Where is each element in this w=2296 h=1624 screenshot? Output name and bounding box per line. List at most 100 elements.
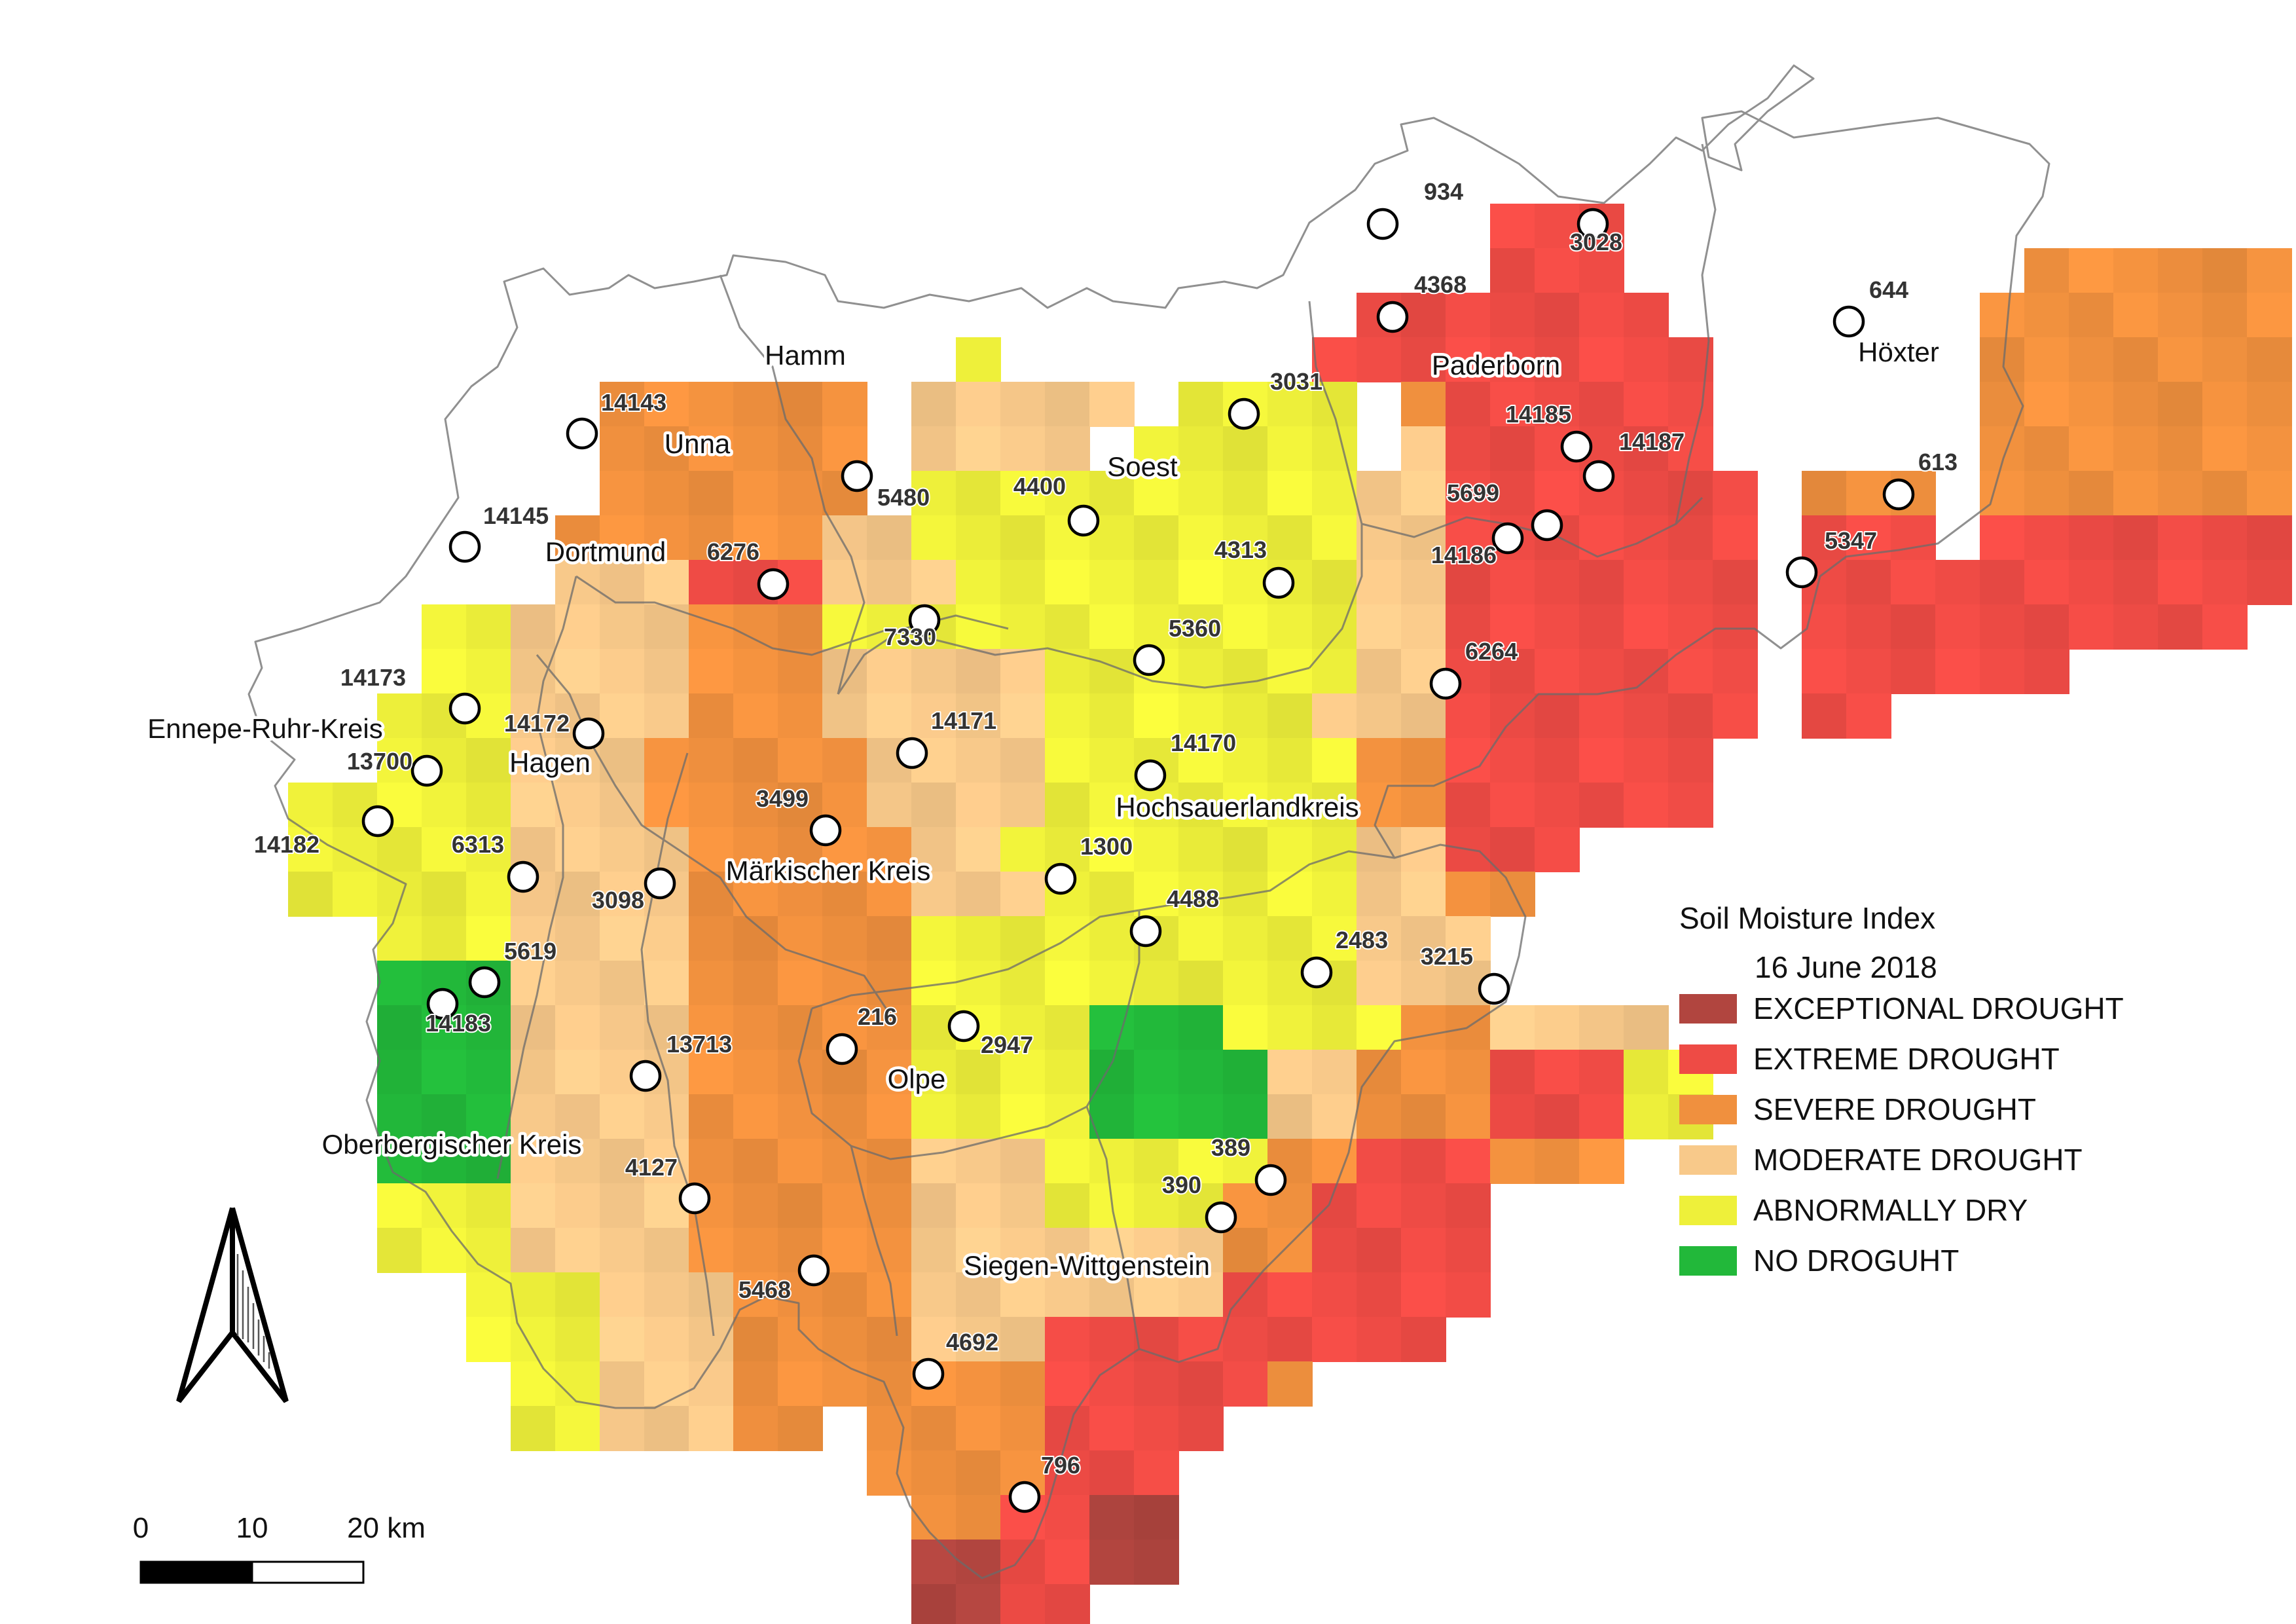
station-circle-icon[interactable] xyxy=(1134,759,1167,792)
station-circle-icon[interactable] xyxy=(1376,301,1409,333)
station-marker-4368[interactable]: 4368 xyxy=(1376,270,1468,333)
station-marker-4400[interactable]: 4400 xyxy=(1012,471,1100,537)
station-circle-icon[interactable] xyxy=(629,1060,662,1092)
grid-cell xyxy=(1624,382,1669,427)
station-circle-icon[interactable] xyxy=(841,460,873,492)
station-marker-1300[interactable]: 1300 xyxy=(1044,832,1134,895)
station-marker-14182[interactable]: 14182 xyxy=(253,805,394,859)
station-marker-5699[interactable]: 5699 xyxy=(1446,478,1524,555)
station-marker-4692[interactable]: 4692 xyxy=(912,1327,1000,1390)
station-marker-14173[interactable]: 14173 xyxy=(339,663,481,725)
station-marker-613[interactable]: 613 xyxy=(1882,447,1959,511)
station-circle-icon[interactable] xyxy=(644,867,676,900)
station-circle-icon[interactable] xyxy=(1491,522,1524,555)
station-circle-icon[interactable] xyxy=(809,814,842,847)
station-circle-icon[interactable] xyxy=(1785,556,1818,589)
station-marker-644[interactable]: 644 xyxy=(1832,275,1910,338)
station-circle-icon[interactable] xyxy=(826,1033,858,1065)
station-circle-icon[interactable] xyxy=(1228,397,1260,430)
station-circle-icon[interactable] xyxy=(1478,972,1510,1005)
station-markers: 934 3028 4368 644 3031 14143 14185 14187 613 5480… xyxy=(253,177,1959,1513)
grid-cell xyxy=(911,649,957,694)
station-marker-14172[interactable]: 14172 xyxy=(503,709,605,750)
station-circle-icon[interactable] xyxy=(1560,430,1593,463)
station-marker-14183[interactable]: 14183 xyxy=(424,987,492,1038)
station-marker-216[interactable]: 216 xyxy=(826,1002,898,1065)
station-marker-3031[interactable]: 3031 xyxy=(1228,367,1324,430)
station-label: 1300 xyxy=(1080,833,1133,860)
station-marker-4127[interactable]: 4127 xyxy=(624,1153,711,1215)
station-circle-icon[interactable] xyxy=(1008,1481,1041,1513)
station-marker-13700[interactable]: 13700 xyxy=(346,747,443,787)
station-marker-3028[interactable]: 3028 xyxy=(1569,208,1624,257)
grid-cell xyxy=(1713,471,1758,516)
station-marker-6276[interactable]: 6276 xyxy=(706,537,790,600)
station-marker-5360[interactable]: 5360 xyxy=(1133,614,1222,676)
station-circle-icon[interactable] xyxy=(947,1010,980,1043)
station-marker-3215[interactable]: 3215 xyxy=(1419,942,1510,1005)
station-circle-icon[interactable] xyxy=(361,805,394,838)
station-circle-icon[interactable] xyxy=(757,568,790,600)
station-marker-390[interactable]: 390 xyxy=(1161,1170,1237,1234)
station-circle-icon[interactable] xyxy=(1582,460,1615,492)
grid-cell xyxy=(2113,560,2159,605)
station-circle-icon[interactable] xyxy=(1205,1201,1237,1234)
station-marker-3098[interactable]: 3098 xyxy=(591,867,676,915)
station-marker-5468[interactable]: 5468 xyxy=(737,1254,830,1304)
grid-cell xyxy=(733,1183,778,1228)
station-circle-icon[interactable] xyxy=(1067,504,1100,537)
station-marker-6313[interactable]: 6313 xyxy=(450,830,539,893)
station-circle-icon[interactable] xyxy=(1254,1164,1287,1196)
station-circle-icon[interactable] xyxy=(678,1182,711,1215)
station-marker-5347[interactable]: 5347 xyxy=(1785,526,1878,589)
station-marker-6264[interactable]: 6264 xyxy=(1429,637,1519,700)
station-marker-2483[interactable]: 2483 xyxy=(1300,925,1389,989)
grid-cell xyxy=(1446,1094,1491,1139)
grid-cell xyxy=(1223,604,1268,650)
station-circle-icon[interactable] xyxy=(426,987,459,1020)
station-marker-14145[interactable]: 14145 xyxy=(448,501,550,563)
station-circle-icon[interactable] xyxy=(1531,509,1563,542)
station-circle-icon[interactable] xyxy=(468,966,501,999)
station-circle-icon[interactable] xyxy=(908,604,941,637)
station-circle-icon[interactable] xyxy=(1366,208,1399,240)
station-marker-14185[interactable]: 14185 xyxy=(1504,399,1593,463)
station-circle-icon[interactable] xyxy=(1882,478,1915,511)
station-marker-4313[interactable]: 4313 xyxy=(1213,535,1295,599)
station-circle-icon[interactable] xyxy=(1429,667,1462,700)
station-circle-icon[interactable] xyxy=(896,737,928,769)
station-marker-14143[interactable]: 14143 xyxy=(566,388,668,450)
station-marker-5619[interactable]: 5619 xyxy=(468,936,558,999)
station-circle-icon[interactable] xyxy=(448,530,481,563)
station-circle-icon[interactable] xyxy=(1300,956,1333,989)
station-marker-13713[interactable]: 13713 xyxy=(629,1029,733,1092)
station-marker-14170[interactable]: 14170 xyxy=(1134,728,1237,792)
station-marker-5480[interactable]: 5480 xyxy=(841,460,931,512)
grid-cell xyxy=(1891,515,1936,561)
station-marker-14186[interactable]: 14186 xyxy=(1430,509,1563,570)
station-circle-icon[interactable] xyxy=(1044,862,1077,895)
grid-cell xyxy=(422,1228,467,1273)
station-marker-2947[interactable]: 2947 xyxy=(947,1010,1034,1060)
station-circle-icon[interactable] xyxy=(1129,915,1162,948)
station-marker-934[interactable]: 934 xyxy=(1366,177,1465,240)
station-circle-icon[interactable] xyxy=(912,1357,945,1390)
station-circle-icon[interactable] xyxy=(507,860,539,893)
station-circle-icon[interactable] xyxy=(1832,305,1865,338)
station-marker-7330[interactable]: 7330 xyxy=(883,604,941,652)
station-circle-icon[interactable] xyxy=(1133,644,1165,676)
station-circle-icon[interactable] xyxy=(566,417,598,450)
station-circle-icon[interactable] xyxy=(448,692,481,725)
station-marker-3499[interactable]: 3499 xyxy=(755,784,842,847)
station-marker-14187[interactable]: 14187 xyxy=(1582,427,1686,492)
station-marker-4488[interactable]: 4488 xyxy=(1129,884,1220,948)
station-circle-icon[interactable] xyxy=(1576,208,1609,240)
station-marker-796[interactable]: 796 xyxy=(1008,1450,1082,1513)
station-marker-389[interactable]: 389 xyxy=(1210,1133,1287,1196)
grid-cell xyxy=(822,1183,867,1228)
station-circle-icon[interactable] xyxy=(797,1254,830,1287)
station-circle-icon[interactable] xyxy=(410,754,443,787)
station-circle-icon[interactable] xyxy=(1262,566,1295,599)
station-marker-14171[interactable]: 14171 xyxy=(896,706,998,769)
station-circle-icon[interactable] xyxy=(572,717,605,750)
